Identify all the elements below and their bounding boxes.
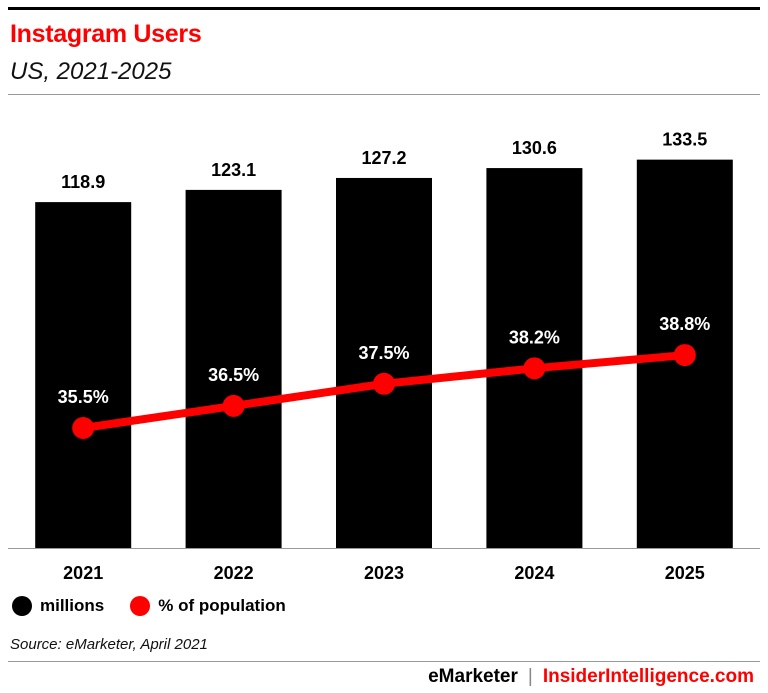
bar-label-2023: 127.2 [361,148,406,168]
footer: eMarketer | InsiderIntelligence.com [428,666,754,688]
chart-title: Instagram Users [10,20,202,48]
percent-point-2025 [673,344,696,367]
x-tick-2022: 2022 [214,563,254,583]
percent-point-2022 [222,394,245,417]
x-tick-2021: 2021 [63,563,103,583]
percent-point-2023 [373,372,395,395]
legend-swatch-millions [12,596,32,616]
percent-label-2022: 36.5% [208,365,259,385]
emarketer-logo: eMarketer [428,666,518,687]
bar-label-2022: 123.1 [211,160,256,180]
legend-label-percent: % of population [158,596,286,615]
percent-label-2021: 35.5% [58,387,109,407]
bar-2021 [35,202,132,549]
bar-label-2024: 130.6 [512,138,557,158]
percent-label-2025: 38.8% [659,314,710,334]
footer-separator: | [527,666,533,687]
percent-label-2023: 37.5% [358,343,409,363]
title-divider [8,94,760,95]
bar-2023 [336,177,432,549]
bar-label-2025: 133.5 [662,130,707,150]
x-tick-2023: 2023 [364,563,404,583]
percent-point-2024 [523,357,546,380]
x-tick-2025: 2025 [665,563,705,583]
top-rule [8,7,760,10]
legend: millions % of population [12,596,286,616]
legend-swatch-percent [130,596,151,616]
percent-point-2021 [72,417,95,439]
insider-intelligence-logo: InsiderIntelligence.com [542,666,754,687]
bar-2022 [185,189,282,548]
percent-label-2024: 38.2% [509,327,560,347]
source-note: Source: eMarketer, April 2021 [10,636,208,653]
legend-label-millions: millions [40,596,105,615]
x-tick-2024: 2024 [514,563,554,583]
bar-label-2021: 118.9 [61,172,105,192]
chart-subtitle: US, 2021-2025 [10,58,172,85]
footer-divider [8,661,760,662]
